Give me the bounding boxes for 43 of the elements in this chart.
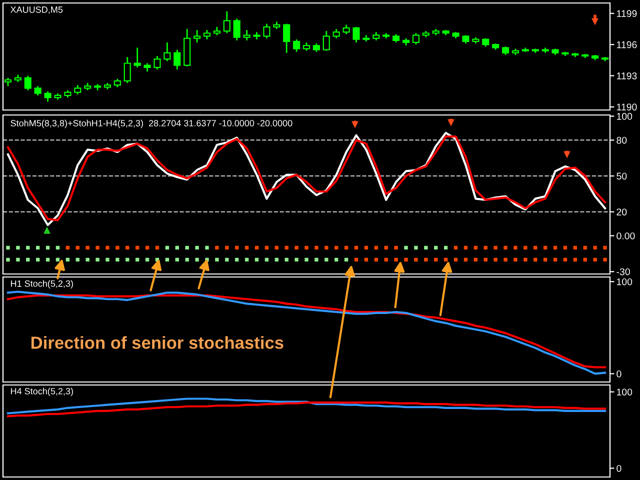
y-tick-label: 0.00	[616, 232, 635, 240]
y-tick-label: 1190	[616, 104, 637, 110]
y-tick-label: 100	[616, 388, 632, 396]
y-tick-label: 100	[616, 112, 632, 120]
candlestick	[322, 30, 330, 52]
candlestick	[412, 32, 420, 46]
line-series	[6, 398, 606, 414]
candlestick	[332, 28, 340, 40]
candlestick	[74, 84, 82, 96]
candlestick	[342, 24, 350, 35]
candlestick	[44, 90, 52, 102]
candlestick	[352, 26, 360, 44]
candlestick	[233, 18, 240, 42]
candlestick	[293, 38, 300, 53]
candlestick	[134, 46, 141, 68]
candlestick	[124, 56, 131, 84]
annotation: Direction of senior stochastics	[31, 336, 284, 349]
candlestick	[203, 29, 211, 40]
candlestick	[34, 85, 42, 96]
chart-title: XAUUSD,M5	[10, 6, 63, 14]
y-tick-label: 1196	[616, 41, 637, 48]
y-tick-label: -30	[616, 268, 630, 276]
line-series	[6, 402, 606, 418]
candlestick	[263, 23, 270, 40]
candlestick	[243, 29, 250, 42]
candlestick	[223, 10, 230, 34]
chart-title: H4 Stoch(5,2,3)	[11, 388, 73, 396]
y-tick-label: 100	[616, 278, 632, 286]
y-tick-label: 80	[616, 136, 627, 144]
y-tick-label: 0	[616, 370, 622, 378]
candlestick	[24, 75, 32, 91]
candlestick	[174, 49, 181, 70]
candlestick	[194, 29, 201, 44]
y-tick-label: 1193	[616, 72, 637, 80]
y-tick-label: 1199	[616, 10, 637, 18]
y-tick-label: 20	[616, 208, 627, 216]
candlestick	[154, 55, 161, 70]
candlestick	[283, 23, 290, 54]
chart-title: H1 Stoch(5,2,3)	[11, 280, 73, 289]
chart-title: StohM5(8,3,8)+StohH1-H4(5,2,3) 28.2704 31.6377 -10.0000 -20.0000	[10, 120, 292, 128]
y-tick-label: 0	[616, 464, 622, 472]
y-tick-label: 50	[616, 172, 627, 180]
candlestick	[164, 42, 171, 62]
